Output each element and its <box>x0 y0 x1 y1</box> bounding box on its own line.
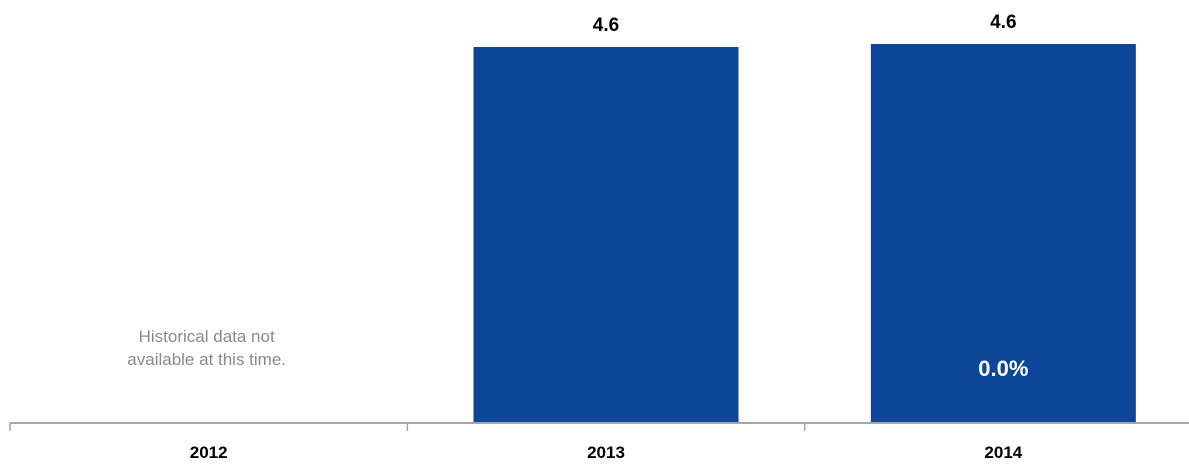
value-label-2013: 4.6 <box>593 15 619 36</box>
x-tick-label-2014: 2014 <box>984 443 1022 462</box>
chart-notes: Historical data not available at this tim… <box>127 327 286 369</box>
bar-2014 <box>870 44 1136 423</box>
data-labels: 4.6 4.6 0.0% <box>593 12 1029 381</box>
bars <box>473 44 1136 423</box>
x-tick-label-2012: 2012 <box>190 443 228 462</box>
inner-label-2014: 0.0% <box>978 356 1028 381</box>
value-label-2014: 4.6 <box>990 12 1016 33</box>
no-data-note-2012: Historical data not available at this tim… <box>127 327 286 369</box>
x-axis: 2012 2013 2014 <box>9 422 1189 462</box>
x-tick-label-2013: 2013 <box>587 443 625 462</box>
bar-2013 <box>473 47 739 423</box>
